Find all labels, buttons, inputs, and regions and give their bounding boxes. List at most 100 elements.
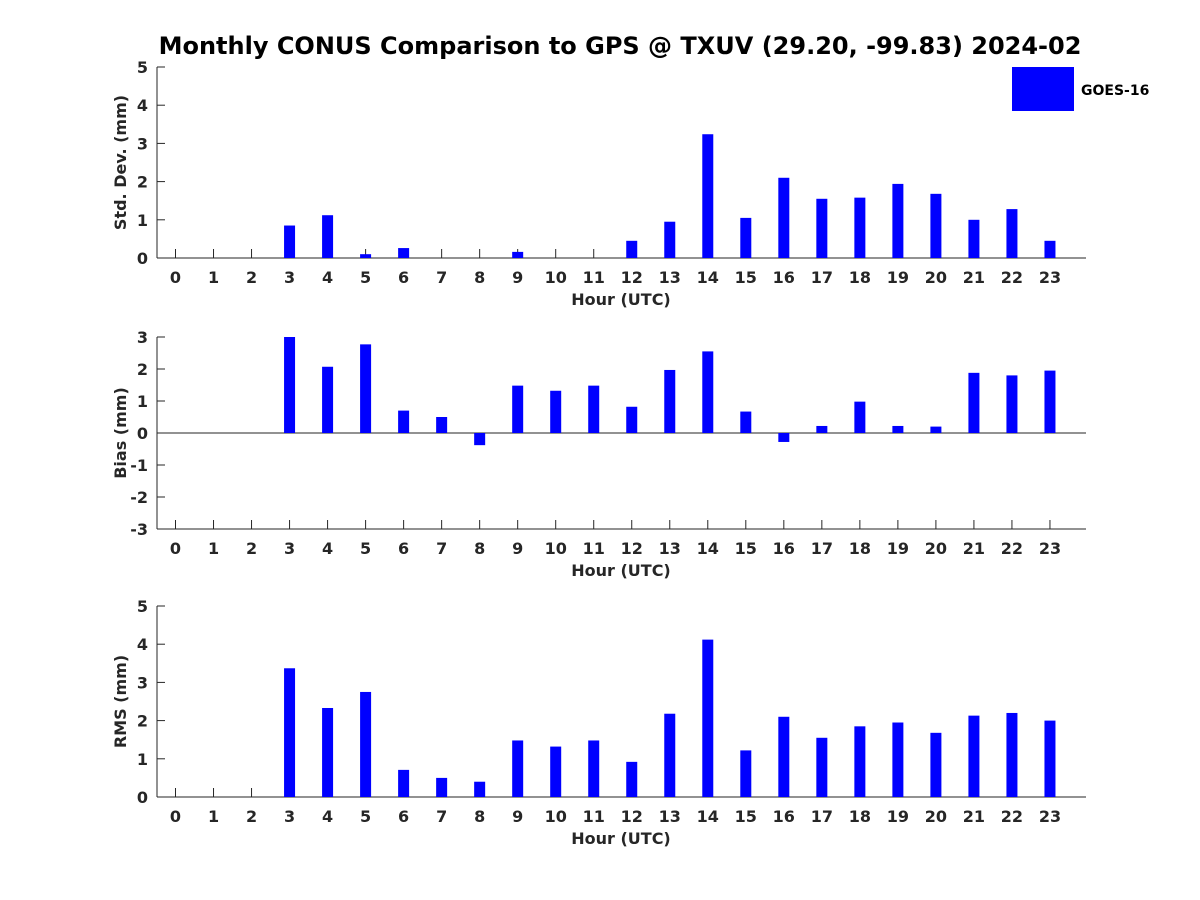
rms-bar-hour-15 [740, 750, 752, 797]
bias-x-tick-label: 4 [322, 539, 333, 558]
rms-bar-hour-18 [854, 726, 866, 797]
stddev-y-tick-label: 5 [137, 58, 148, 77]
rms-x-tick-label: 6 [398, 807, 409, 826]
rms-x-tick-label: 12 [621, 807, 643, 826]
bias-bar-hour-19 [892, 425, 904, 433]
bias-bar-hour-6 [398, 410, 410, 433]
stddev-bar-hour-19 [892, 183, 904, 258]
rms-bar-hour-11 [588, 740, 600, 797]
bias-bar-hour-21 [968, 372, 980, 433]
legend-swatch-goes16 [1012, 67, 1074, 111]
rms-x-tick-label: 18 [849, 807, 871, 826]
stddev-bar-hour-20 [930, 193, 942, 258]
bias-x-tick-label: 1 [208, 539, 219, 558]
rms-bar-hour-20 [930, 732, 942, 797]
rms-x-tick-label: 1 [208, 807, 219, 826]
stddev-bar-hour-6 [398, 248, 410, 258]
bias-bar-hour-7 [436, 417, 448, 433]
rms-x-tick-label: 19 [887, 807, 909, 826]
rms-x-tick-label: 9 [512, 807, 523, 826]
rms-bar-hour-22 [1006, 712, 1018, 797]
bias-x-tick-label: 7 [436, 539, 447, 558]
rms-bar-hour-21 [968, 715, 980, 797]
rms-x-tick-label: 15 [735, 807, 757, 826]
rms-bar-hour-9 [512, 740, 524, 797]
stddev-bar-hour-9 [512, 251, 524, 258]
stddev-y-tick-label: 3 [137, 134, 148, 153]
bias-y-tick-label: 0 [137, 424, 148, 443]
stddev-y-tick-label: 1 [137, 211, 148, 230]
rms-bar-hour-4 [322, 707, 334, 797]
bias-x-tick-label: 3 [284, 539, 295, 558]
bias-x-tick-label: 17 [811, 539, 833, 558]
bias-x-tick-label: 19 [887, 539, 909, 558]
rms-y-tick-label: 0 [137, 788, 148, 807]
rms-x-tick-label: 14 [697, 807, 719, 826]
rms-bar-hour-23 [1044, 720, 1056, 797]
rms-bar-hour-17 [816, 737, 828, 797]
stddev-x-tick-label: 14 [697, 268, 719, 287]
rms-x-tick-label: 23 [1039, 807, 1061, 826]
rms-x-tick-label: 20 [925, 807, 947, 826]
stddev-bar-hour-4 [322, 215, 334, 258]
bias-bar-hour-3 [284, 337, 296, 433]
bias-y-tick-label: 1 [137, 392, 148, 411]
stddev-y-axis-label: Std. Dev. (mm) [111, 95, 130, 230]
bias-x-tick-label: 14 [697, 539, 719, 558]
stddev-bar-hour-17 [816, 198, 828, 258]
stddev-x-tick-label: 18 [849, 268, 871, 287]
bias-bar-hour-11 [588, 385, 600, 433]
stddev-x-tick-label: 10 [545, 268, 567, 287]
bias-x-tick-label: 12 [621, 539, 643, 558]
bias-x-tick-label: 5 [360, 539, 371, 558]
bias-x-tick-label: 20 [925, 539, 947, 558]
rms-x-tick-label: 8 [474, 807, 485, 826]
bias-bar-hour-18 [854, 401, 866, 433]
stddev-x-tick-label: 21 [963, 268, 985, 287]
stddev-y-tick-label: 0 [137, 249, 148, 268]
rms-x-tick-label: 13 [659, 807, 681, 826]
rms-bar-hour-7 [436, 777, 448, 797]
bias-x-tick-label: 9 [512, 539, 523, 558]
bias-x-tick-label: 10 [545, 539, 567, 558]
stddev-x-tick-label: 23 [1039, 268, 1061, 287]
bias-x-tick-label: 18 [849, 539, 871, 558]
stddev-x-tick-label: 0 [170, 268, 181, 287]
stddev-bar-hour-15 [740, 217, 752, 258]
bias-y-tick-label: 3 [137, 328, 148, 347]
rms-x-tick-label: 3 [284, 807, 295, 826]
bias-x-tick-label: 23 [1039, 539, 1061, 558]
stddev-y-tick-label: 4 [137, 96, 148, 115]
stddev-bar-hour-16 [778, 177, 790, 258]
stddev-x-tick-label: 4 [322, 268, 333, 287]
stddev-bar-hour-18 [854, 197, 866, 258]
chart-title: Monthly CONUS Comparison to GPS @ TXUV (… [159, 32, 1082, 60]
stddev-x-tick-label: 6 [398, 268, 409, 287]
bias-bar-hour-16 [778, 433, 790, 442]
rms-x-tick-label: 5 [360, 807, 371, 826]
rms-x-tick-label: 10 [545, 807, 567, 826]
bias-x-axis-label: Hour (UTC) [571, 561, 671, 580]
bias-x-tick-label: 16 [773, 539, 795, 558]
legend: GOES-16 [1012, 67, 1149, 111]
bias-bar-hour-23 [1044, 370, 1056, 433]
legend-label: GOES-16 [1081, 83, 1149, 99]
bias-x-tick-label: 15 [735, 539, 757, 558]
rms-y-tick-label: 2 [137, 712, 148, 731]
rms-bar-hour-14 [702, 639, 714, 797]
bias-x-tick-label: 11 [583, 539, 605, 558]
stddev-x-tick-label: 3 [284, 268, 295, 287]
bias-x-tick-label: 8 [474, 539, 485, 558]
bias-y-tick-label: 2 [137, 360, 148, 379]
stddev-x-tick-label: 1 [208, 268, 219, 287]
stddev-bar-hour-3 [284, 225, 296, 258]
stddev-x-tick-label: 2 [246, 268, 257, 287]
rms-bar-hour-3 [284, 668, 296, 797]
rms-x-tick-label: 7 [436, 807, 447, 826]
bias-bar-hour-20 [930, 426, 942, 433]
bias-bar-hour-8 [474, 433, 486, 446]
bias-x-tick-label: 0 [170, 539, 181, 558]
